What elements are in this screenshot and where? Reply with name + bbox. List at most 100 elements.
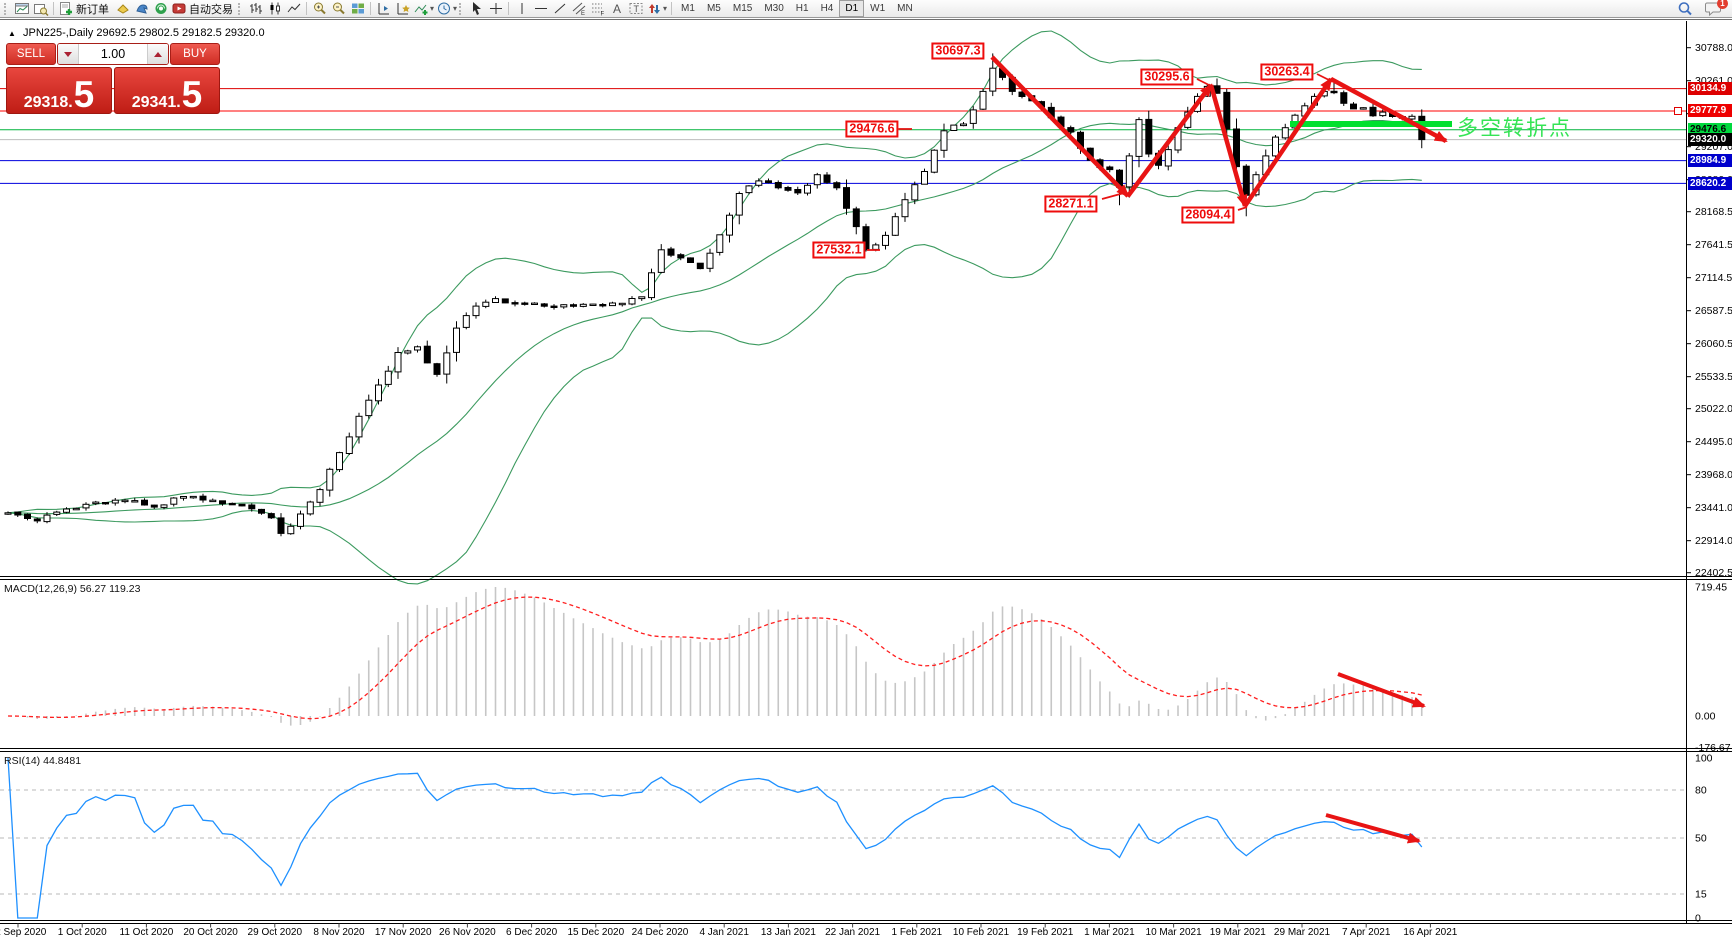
support-highlight-bar [1290, 121, 1452, 127]
toolbar-grip [238, 2, 242, 15]
horizontal-price-lines[interactable] [0, 88, 1686, 184]
timeframe-button-h4[interactable]: H4 [820, 3, 834, 14]
triangle-down-icon [64, 51, 72, 57]
chart-ohlc-label: 29692.5 29802.5 29182.5 29320.0 [96, 27, 265, 39]
signals-icon[interactable] [151, 1, 170, 17]
volume-stepper: 1.00 [57, 43, 169, 65]
buy-price[interactable]: 29341. 5 [114, 67, 220, 115]
date-axis-label: 1 Mar 2021 [1084, 927, 1135, 938]
period-clock-icon[interactable]: ▾ [435, 1, 458, 17]
trend-annotation-arrows[interactable] [867, 55, 1452, 844]
indicators-icon[interactable]: ▾ [412, 1, 435, 17]
notifications-button[interactable]: 1 [1703, 0, 1728, 17]
buy-price-int: 29341. [131, 94, 181, 111]
autotrading-button[interactable]: 自动交易 [170, 1, 237, 17]
terminal-icon[interactable] [132, 1, 151, 17]
date-axis-label: 1 Feb 2021 [891, 927, 942, 938]
toolbar-separator [508, 2, 510, 15]
svg-text:26060.5: 26060.5 [1695, 338, 1732, 350]
volume-increase-button[interactable] [147, 44, 168, 64]
metaeditor-icon[interactable] [113, 1, 132, 17]
date-axis-label: 7 Apr 2021 [1342, 927, 1391, 938]
chart-title: ▲ JPN225-,Daily 29692.5 29802.5 29182.5 … [8, 27, 265, 39]
date-axis-label: 20 Oct 2020 [183, 927, 238, 938]
date-axis-label: 26 Nov 2020 [439, 927, 496, 938]
axes-and-separators: 30788.0 30261.0 29734.0 29207.0 28680.0 28168… [0, 21, 1732, 938]
line-chart-icon[interactable] [284, 1, 303, 17]
toolbar-separator [671, 2, 673, 15]
date-axis-label: 22 Jan 2021 [825, 927, 880, 938]
new-chart-icon[interactable] [12, 1, 31, 17]
toolbar-separator [306, 2, 307, 15]
collapse-panel-icon[interactable]: ▲ [8, 29, 16, 38]
timeframe-button-m15[interactable]: M15 [732, 3, 753, 14]
zoom-out-icon[interactable] [329, 1, 348, 17]
date-axis-label: 16 Apr 2021 [1403, 927, 1457, 938]
macd-label: MACD(12,26,9) [4, 583, 77, 595]
horizontal-line-icon[interactable] [531, 1, 550, 17]
volume-input[interactable]: 1.00 [100, 47, 126, 61]
text-icon[interactable]: A [607, 1, 626, 17]
date-axis-label: 17 Nov 2020 [375, 927, 432, 938]
main-toolbar: 新订单 自动交易 ▾ ▾ E F [0, 0, 1732, 18]
equidistant-channel-icon[interactable]: E [569, 1, 588, 17]
svg-text:27114.5: 27114.5 [1695, 272, 1732, 284]
macd-indicator: 719.450.00-176.67 [7, 582, 1731, 754]
zoom-in-icon[interactable] [310, 1, 329, 17]
timeframe-button-m1[interactable]: M1 [681, 3, 695, 14]
volume-decrease-button[interactable] [58, 44, 79, 64]
svg-text:25533.5: 25533.5 [1695, 371, 1732, 383]
svg-text:27641.5: 27641.5 [1695, 239, 1732, 251]
svg-text:T: T [633, 4, 639, 14]
sell-price[interactable]: 29318. 5 [6, 67, 112, 115]
chevron-down-icon: ▾ [663, 4, 668, 13]
toolbar-grip [459, 2, 463, 15]
new-order-button[interactable]: 新订单 [57, 1, 113, 17]
svg-text:50: 50 [1695, 833, 1707, 845]
timeframe-button-m5[interactable]: M5 [706, 3, 721, 14]
trendline-icon[interactable] [550, 1, 569, 17]
svg-text:F: F [600, 12, 604, 17]
sell-price-int: 29318. [23, 94, 73, 111]
date-axis-label: 6 Dec 2020 [506, 927, 558, 938]
notification-badge: 1 [1717, 0, 1728, 9]
search-icon[interactable] [1676, 1, 1695, 17]
chart-symbol-label: JPN225-,Daily [22, 27, 94, 39]
timeframe-button-mn[interactable]: MN [897, 3, 913, 14]
text-label-icon[interactable]: T [626, 1, 645, 17]
crosshair-icon[interactable] [486, 1, 505, 17]
timeframe-button-h1[interactable]: H1 [795, 3, 809, 14]
candlestick-chart-icon[interactable] [265, 1, 284, 17]
tile-windows-icon[interactable] [348, 1, 367, 17]
fibonacci-icon[interactable]: F [588, 1, 607, 17]
svg-text:100: 100 [1695, 753, 1713, 765]
svg-text:28168.5: 28168.5 [1695, 206, 1732, 218]
svg-text:15: 15 [1695, 889, 1707, 901]
chart-shift-icon[interactable] [374, 1, 393, 17]
buy-button[interactable]: BUY [170, 43, 220, 65]
svg-text:30788.0: 30788.0 [1695, 42, 1732, 54]
timeframe-group: M1 M5 M15 M30 H1 H4 D1 W1 MN [675, 0, 919, 17]
rsi-value: 44.8481 [43, 755, 82, 767]
date-axis-label: 13 Jan 2021 [761, 927, 816, 938]
svg-text:0.00: 0.00 [1695, 711, 1716, 723]
timeframe-button-d1[interactable]: D1 [839, 0, 865, 17]
macd-pane-label: MACD(12,26,9) 56.27 119.23 [4, 583, 140, 595]
timeframe-button-m30[interactable]: M30 [764, 3, 784, 14]
svg-text:0: 0 [1695, 913, 1701, 925]
auto-scroll-icon[interactable] [393, 1, 412, 17]
bar-chart-icon[interactable] [246, 1, 265, 17]
profiles-icon[interactable] [31, 1, 50, 17]
timeframe-button-w1[interactable]: W1 [870, 3, 886, 14]
svg-text:E: E [581, 11, 585, 16]
date-axis-label: 11 Oct 2020 [120, 927, 174, 938]
vertical-line-icon[interactable] [512, 1, 531, 17]
svg-text:719.45: 719.45 [1695, 582, 1727, 594]
arrows-icon[interactable]: ▾ [645, 1, 668, 17]
svg-text:30261.0: 30261.0 [1695, 75, 1732, 87]
cursor-icon[interactable] [467, 1, 486, 17]
sell-button[interactable]: SELL [6, 43, 56, 65]
triangle-up-icon [154, 51, 162, 57]
svg-text:28680.0: 28680.0 [1695, 174, 1732, 186]
